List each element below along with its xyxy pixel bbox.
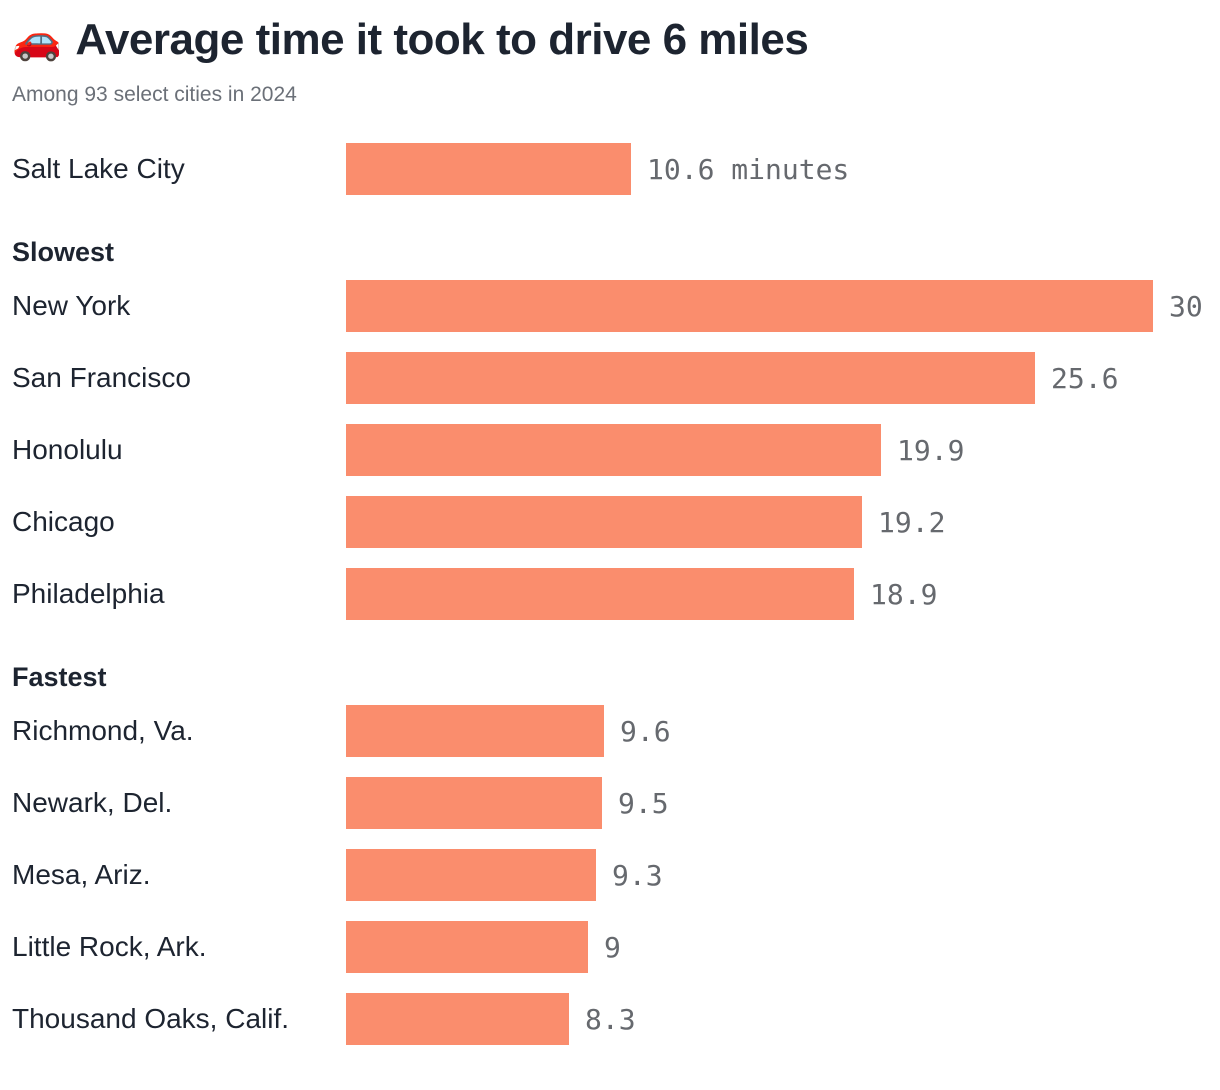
bar-track: 19.9 — [346, 424, 1208, 476]
bar — [346, 496, 862, 548]
chart-row: Honolulu 19.9 — [12, 414, 1208, 486]
chart-row: Thousand Oaks, Calif. 8.3 — [12, 983, 1208, 1055]
bar — [346, 352, 1035, 404]
bar-track: 10.6 minutes — [346, 143, 1208, 195]
chart-row: Mesa, Ariz. 9.3 — [12, 839, 1208, 911]
chart-row: San Francisco 25.6 — [12, 342, 1208, 414]
value-label: 10.6 minutes — [647, 152, 850, 186]
bar — [346, 568, 854, 620]
bar — [346, 280, 1153, 332]
section-header: Fastest — [12, 662, 107, 692]
bar — [346, 705, 604, 757]
row-label: Chicago — [12, 506, 115, 537]
chart-section: Slowest New York 30 San Francisco 25.6 Honolu… — [12, 237, 1208, 630]
value-label: 19.2 — [878, 505, 946, 539]
row-label: Salt Lake City — [12, 153, 185, 184]
bar — [346, 921, 588, 973]
value-label: 9.5 — [618, 786, 669, 820]
car-icon: 🚗 — [12, 17, 62, 62]
bar — [346, 424, 881, 476]
section-header: Slowest — [12, 237, 115, 267]
chart-title-text: Average time it took to drive 6 miles — [75, 15, 809, 64]
bar-track: 19.2 — [346, 496, 1208, 548]
bar-track: 9.5 — [346, 777, 1208, 829]
chart-section: Salt Lake City 10.6 minutes — [12, 133, 1208, 205]
row-label: Newark, Del. — [12, 787, 173, 818]
value-label: 9.3 — [612, 858, 663, 892]
chart-row: New York 30 — [12, 270, 1208, 342]
bar-track: 25.6 — [346, 352, 1208, 404]
row-label: Mesa, Ariz. — [12, 859, 151, 890]
chart-subtitle: Among 93 select cities in 2024 — [12, 83, 297, 106]
bar-track: 30 — [346, 280, 1208, 332]
row-label: San Francisco — [12, 362, 191, 393]
bar-track: 8.3 — [346, 993, 1208, 1045]
bar-track: 18.9 — [346, 568, 1208, 620]
chart-row: Salt Lake City 10.6 minutes — [12, 133, 1208, 205]
row-label: Honolulu — [12, 434, 123, 465]
bar — [346, 993, 569, 1045]
value-label: 18.9 — [870, 577, 938, 611]
bar-track: 9.6 — [346, 705, 1208, 757]
value-label: 9 — [604, 930, 621, 964]
chart-body: Salt Lake City 10.6 minutes Slowest New Yor… — [12, 133, 1208, 1055]
chart-row: Little Rock, Ark. 9 — [12, 911, 1208, 983]
value-label: 30 — [1169, 289, 1203, 323]
value-label: 9.6 — [620, 714, 671, 748]
value-label: 8.3 — [585, 1002, 636, 1036]
bar — [346, 849, 596, 901]
bar — [346, 143, 631, 195]
chart-row: Chicago 19.2 — [12, 486, 1208, 558]
chart-section: Fastest Richmond, Va. 9.6 Newark, Del. 9.5 Me… — [12, 662, 1208, 1055]
value-label: 25.6 — [1051, 361, 1119, 395]
bar — [346, 777, 602, 829]
row-label: Thousand Oaks, Calif. — [12, 1003, 290, 1034]
chart-header: 🚗 Average time it took to drive 6 miles … — [12, 12, 1208, 107]
row-label: New York — [12, 290, 131, 321]
page-title: 🚗 Average time it took to drive 6 miles — [12, 12, 1208, 67]
bar-track: 9 — [346, 921, 1208, 973]
chart-row: Newark, Del. 9.5 — [12, 767, 1208, 839]
row-label: Richmond, Va. — [12, 715, 194, 746]
value-label: 19.9 — [897, 433, 965, 467]
chart-row: Philadelphia 18.9 — [12, 558, 1208, 630]
row-label: Little Rock, Ark. — [12, 931, 207, 962]
bar-track: 9.3 — [346, 849, 1208, 901]
chart-row: Richmond, Va. 9.6 — [12, 695, 1208, 767]
row-label: Philadelphia — [12, 578, 165, 609]
